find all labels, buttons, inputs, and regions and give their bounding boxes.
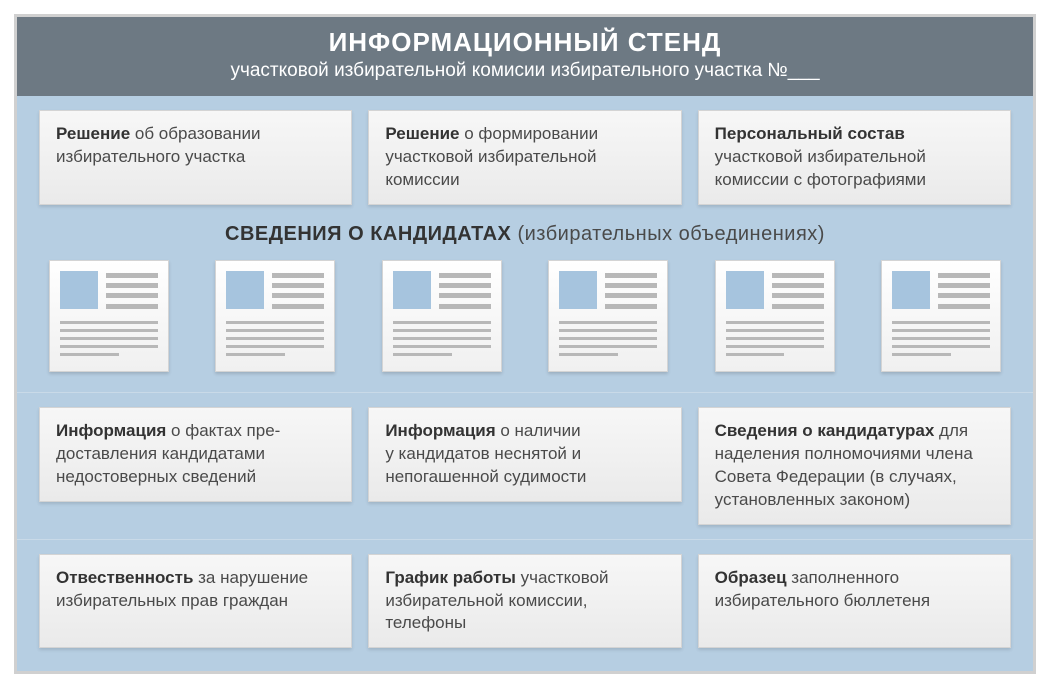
candidates-title-text: (избирательных объединениях) bbox=[511, 223, 825, 245]
card-r3-2: Образец заполненного избирательного бюлл… bbox=[698, 554, 1011, 649]
card-r2-0: Информация о фактах пре­доставления канд… bbox=[39, 407, 352, 502]
card-r3-1-bold: График работы bbox=[385, 568, 516, 587]
row-3: Отвественность за нарушение избиратель­н… bbox=[17, 539, 1033, 663]
card-r2-1-bold: Информация bbox=[385, 421, 495, 440]
doc-thumb-icon bbox=[726, 271, 764, 309]
card-r1-1: Решение о формировании участковой избира… bbox=[368, 110, 681, 205]
candidate-doc-1 bbox=[215, 260, 335, 372]
candidates-section: СВЕДЕНИЯ О КАНДИДАТАХ (избирательных объ… bbox=[17, 219, 1033, 392]
card-r2-0-bold: Информация bbox=[56, 421, 166, 440]
card-r2-2: Сведения о кандидатурах для наделения по… bbox=[698, 407, 1011, 525]
card-r3-0-bold: Отвественность bbox=[56, 568, 193, 587]
candidate-doc-2 bbox=[382, 260, 502, 372]
candidate-doc-3 bbox=[548, 260, 668, 372]
candidates-title-bold: СВЕДЕНИЯ О КАНДИДАТАХ bbox=[225, 223, 511, 245]
doc-thumb-icon bbox=[892, 271, 930, 309]
header-subtitle: участковой избирательной комисии избират… bbox=[37, 60, 1013, 82]
doc-thumb-icon bbox=[226, 271, 264, 309]
candidate-doc-0 bbox=[49, 260, 169, 372]
row-1: Решение об образовании избирательного уч… bbox=[17, 96, 1033, 219]
card-r3-2-bold: Образец bbox=[715, 568, 787, 587]
candidate-doc-5 bbox=[881, 260, 1001, 372]
card-r1-2: Персональный состав участковой избирател… bbox=[698, 110, 1011, 205]
card-r2-1: Информация о наличии у кандидатов неснят… bbox=[368, 407, 681, 502]
candidate-doc-4 bbox=[715, 260, 835, 372]
info-board: ИНФОРМАЦИОННЫЙ СТЕНД участковой избирате… bbox=[14, 14, 1036, 674]
card-r2-2-bold: Сведения о кандидатурах bbox=[715, 421, 935, 440]
card-r1-2-text: участковой избирательной комиссии с фото… bbox=[715, 147, 926, 189]
card-r3-0: Отвественность за нарушение избиратель­н… bbox=[39, 554, 352, 649]
row-2: Информация о фактах пре­доставления канд… bbox=[17, 392, 1033, 539]
candidate-docs-row bbox=[39, 260, 1011, 372]
candidates-title: СВЕДЕНИЯ О КАНДИДАТАХ (избирательных объ… bbox=[39, 223, 1011, 246]
doc-thumb-icon bbox=[393, 271, 431, 309]
doc-thumb-icon bbox=[60, 271, 98, 309]
card-r1-1-bold: Решение bbox=[385, 124, 459, 143]
header: ИНФОРМАЦИОННЫЙ СТЕНД участковой избирате… bbox=[17, 17, 1033, 96]
card-r3-1: График работы участковой избирательной к… bbox=[368, 554, 681, 649]
card-r1-2-bold: Персональный состав bbox=[715, 124, 905, 143]
header-title: ИНФОРМАЦИОННЫЙ СТЕНД bbox=[37, 27, 1013, 58]
card-r1-0: Решение об образовании избирательного уч… bbox=[39, 110, 352, 205]
card-r1-0-bold: Решение bbox=[56, 124, 130, 143]
doc-thumb-icon bbox=[559, 271, 597, 309]
